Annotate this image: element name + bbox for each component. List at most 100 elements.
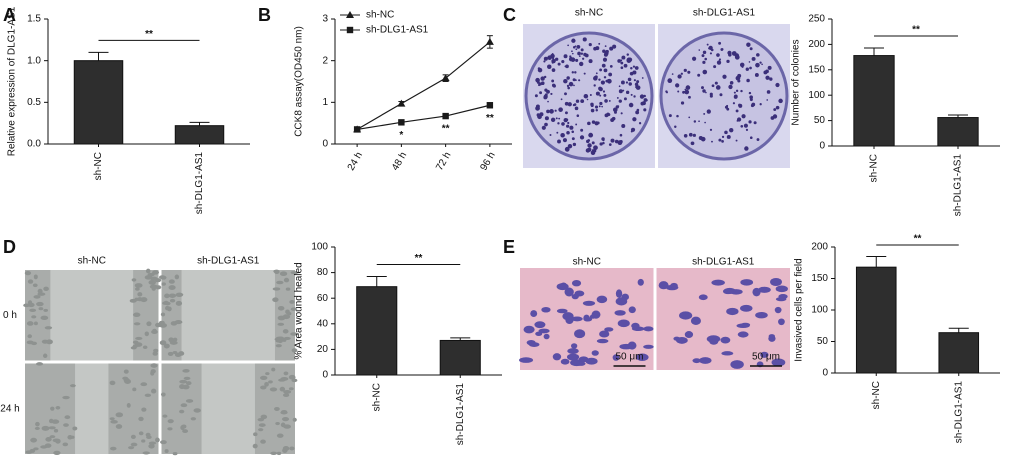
- colony: [715, 85, 721, 90]
- cell: [676, 336, 688, 344]
- cell: [690, 316, 701, 326]
- colony: [593, 145, 598, 151]
- colony: [744, 146, 749, 151]
- colony: [578, 55, 581, 57]
- colony: [543, 56, 548, 61]
- colony: [602, 57, 608, 62]
- y-tick-label: 3: [322, 14, 328, 25]
- colony: [735, 75, 741, 81]
- cell: [530, 310, 538, 318]
- colony: [711, 140, 713, 143]
- cell: [283, 371, 289, 376]
- cell: [149, 284, 158, 289]
- cell: [519, 357, 534, 363]
- colony: [564, 101, 569, 106]
- colony: [575, 48, 578, 51]
- cell: [291, 348, 298, 353]
- cell: [183, 369, 190, 373]
- y-axis-label: Number of colonies: [791, 39, 802, 125]
- colony: [558, 107, 563, 112]
- cell: [179, 409, 185, 414]
- cell: [109, 417, 115, 421]
- y-tick-label: 50: [814, 115, 826, 126]
- cell: [146, 321, 152, 327]
- colony: [575, 58, 579, 62]
- colony: [551, 68, 556, 72]
- colony: [544, 122, 548, 127]
- bar: [937, 117, 979, 147]
- x-tick-label: sh-NC: [93, 152, 104, 180]
- point: [398, 119, 405, 126]
- cell: [145, 268, 151, 274]
- colony: [593, 76, 598, 81]
- y-tick-label: 2: [322, 55, 328, 66]
- colony: [703, 112, 706, 115]
- cell: [289, 446, 295, 451]
- colony: [608, 143, 612, 146]
- cell: [292, 417, 297, 422]
- colony: [749, 66, 752, 70]
- colony: [588, 59, 593, 64]
- cell: [692, 358, 701, 364]
- cell: [55, 406, 61, 410]
- cell: [64, 415, 71, 420]
- cell: [144, 331, 149, 337]
- cell: [36, 301, 44, 307]
- colony: [720, 48, 724, 51]
- cell: [154, 278, 162, 283]
- cell: [168, 293, 177, 298]
- colony: [701, 54, 705, 58]
- cell: [740, 279, 754, 286]
- colony: [546, 109, 550, 114]
- x-tick-label: sh-NC: [371, 383, 382, 411]
- cell: [128, 446, 135, 450]
- x-tick-label: 96 h: [478, 150, 497, 172]
- colony: [540, 81, 545, 86]
- cell: [174, 319, 183, 325]
- colony: [557, 122, 560, 125]
- colony: [551, 61, 554, 64]
- cell: [571, 316, 583, 322]
- colony: [572, 142, 577, 147]
- colony: [769, 77, 773, 81]
- colony: [575, 123, 578, 126]
- colony: [578, 79, 581, 82]
- cell: [283, 393, 290, 398]
- cell: [281, 417, 290, 422]
- cell: [552, 353, 562, 361]
- colony: [667, 78, 673, 84]
- cell: [282, 329, 289, 334]
- colony: [741, 114, 746, 119]
- colony: [588, 132, 594, 138]
- cell: [132, 344, 138, 349]
- colony: [579, 135, 585, 140]
- colony: [579, 61, 584, 67]
- colony: [680, 101, 685, 105]
- cell: [277, 305, 285, 311]
- colony: [544, 93, 548, 97]
- cell: [49, 435, 56, 439]
- cell: [167, 351, 174, 357]
- cell: [110, 420, 118, 424]
- colony: [733, 91, 736, 94]
- colony: [634, 82, 639, 87]
- cell: [778, 318, 785, 326]
- colony: [603, 93, 607, 97]
- cell: [274, 406, 280, 411]
- cell: [44, 443, 52, 448]
- cell: [582, 300, 596, 306]
- cell: [148, 443, 155, 449]
- cell: [130, 434, 136, 440]
- cell: [758, 286, 771, 293]
- colony: [561, 122, 565, 126]
- bar: [174, 125, 225, 145]
- cell: [740, 322, 751, 327]
- cell: [30, 437, 38, 443]
- cell: [260, 385, 267, 390]
- colony: [598, 42, 601, 45]
- cell: [288, 374, 296, 380]
- colony: [697, 73, 701, 77]
- colony: [634, 66, 639, 70]
- colony: [617, 59, 621, 63]
- colony: [602, 90, 606, 93]
